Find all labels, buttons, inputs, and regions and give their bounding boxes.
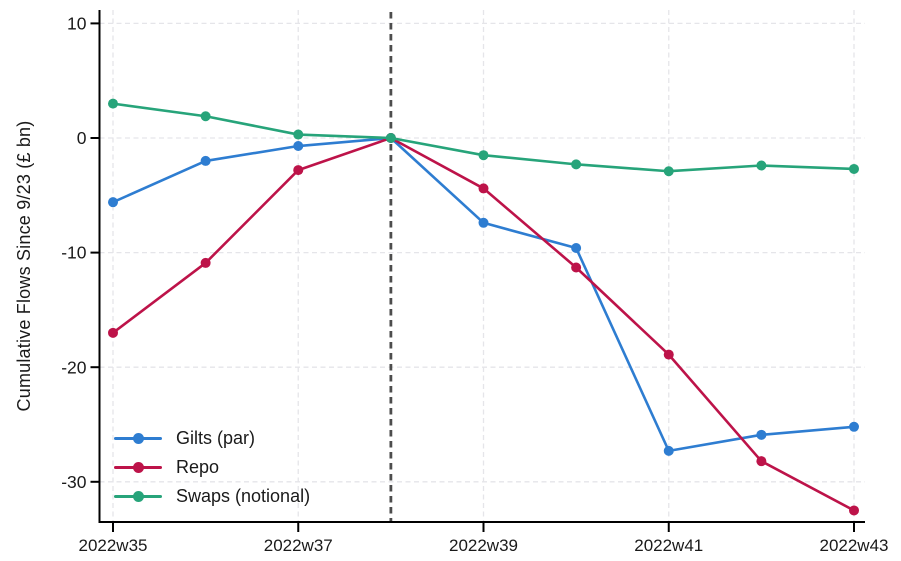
data-point xyxy=(571,159,582,170)
x-tick-label: 2022w37 xyxy=(264,536,333,555)
legend-label-gilts: Gilts (par) xyxy=(176,428,256,448)
swaps-line-swatch xyxy=(114,491,162,503)
legend-label-repo: Repo xyxy=(176,457,220,477)
data-point xyxy=(663,349,674,360)
data-point xyxy=(849,163,859,174)
data-point xyxy=(108,197,118,208)
y-tick-label: -10 xyxy=(61,243,87,263)
legend-label-swaps: Swaps (notional) xyxy=(176,486,311,506)
data-point xyxy=(293,165,304,176)
data-point xyxy=(478,183,489,194)
data-point xyxy=(108,98,118,109)
data-point xyxy=(756,456,767,467)
repo-line-swatch xyxy=(114,462,162,474)
x-tick-label: 2022w41 xyxy=(634,536,703,555)
y-tick-label: 0 xyxy=(77,128,87,148)
legend-item-swaps: Swaps (notional) xyxy=(114,482,310,511)
x-tick-label: 2022w35 xyxy=(78,536,147,555)
data-point xyxy=(293,141,304,152)
y-tick-label: -20 xyxy=(61,357,87,377)
x-tick-label: 2022w39 xyxy=(449,536,518,555)
legend-item-repo: Repo xyxy=(114,453,310,482)
data-point xyxy=(756,160,767,171)
data-point xyxy=(200,111,211,122)
gilts-line-swatch xyxy=(114,433,162,445)
data-point xyxy=(756,429,767,440)
data-point xyxy=(849,505,859,516)
y-tick-label: 10 xyxy=(67,14,87,34)
data-point xyxy=(571,262,582,273)
data-point xyxy=(200,155,211,166)
data-point xyxy=(478,150,489,161)
data-point xyxy=(663,166,674,177)
data-point xyxy=(849,421,859,432)
data-point xyxy=(200,257,211,268)
data-point xyxy=(478,217,489,228)
legend-item-gilts: Gilts (par) xyxy=(114,424,310,453)
data-point xyxy=(293,129,304,140)
data-point xyxy=(385,133,396,143)
data-point xyxy=(108,327,118,338)
y-tick-label: -30 xyxy=(61,472,87,492)
data-point xyxy=(571,243,582,254)
legend: Gilts (par) Repo Swaps (notional) xyxy=(114,424,310,511)
data-point xyxy=(663,445,674,456)
x-tick-label: 2022w43 xyxy=(819,536,888,555)
